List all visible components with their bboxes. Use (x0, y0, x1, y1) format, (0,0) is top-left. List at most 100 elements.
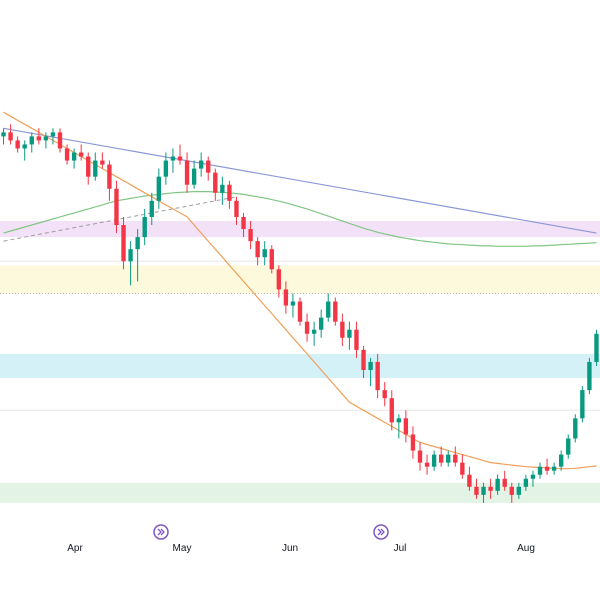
candle[interactable] (184, 152, 190, 193)
candle[interactable] (227, 180, 232, 209)
candle[interactable] (333, 297, 338, 326)
candle-body (347, 329, 352, 338)
candle[interactable] (269, 245, 274, 274)
candle[interactable] (177, 144, 183, 165)
candle[interactable] (255, 237, 260, 266)
candle[interactable] (382, 382, 387, 407)
candle[interactable] (135, 229, 140, 282)
candle[interactable] (594, 329, 599, 366)
candle[interactable] (15, 136, 20, 153)
candle[interactable] (121, 216, 126, 270)
candle[interactable] (149, 192, 154, 225)
candle[interactable] (318, 309, 324, 338)
candle[interactable] (410, 426, 416, 459)
candle-body (64, 148, 70, 161)
candle[interactable] (248, 220, 253, 250)
candle[interactable] (114, 180, 119, 234)
candle[interactable] (566, 434, 571, 459)
event-marker-icon[interactable] (153, 524, 169, 540)
candle[interactable] (64, 144, 70, 165)
candle[interactable] (311, 321, 317, 346)
candle[interactable] (198, 152, 204, 177)
candle-body (177, 156, 183, 161)
candle[interactable] (460, 454, 465, 479)
candle[interactable] (220, 176, 225, 205)
candle[interactable] (396, 414, 402, 439)
candle[interactable] (354, 321, 359, 358)
candle[interactable] (495, 474, 500, 495)
candle[interactable] (551, 462, 557, 475)
candle[interactable] (93, 152, 98, 181)
candle[interactable] (57, 128, 63, 153)
candle[interactable] (234, 196, 239, 225)
candle[interactable] (523, 474, 529, 491)
candle[interactable] (241, 212, 246, 238)
candle[interactable] (347, 321, 352, 350)
candle[interactable] (170, 148, 176, 173)
candle[interactable] (36, 128, 42, 145)
candle[interactable] (537, 462, 543, 479)
candle[interactable] (100, 152, 105, 169)
candle[interactable] (128, 241, 133, 286)
candle-body (481, 486, 486, 495)
candle[interactable] (1, 128, 6, 145)
candle[interactable] (481, 482, 486, 503)
candle[interactable] (297, 297, 303, 326)
candle[interactable] (509, 482, 514, 503)
candle[interactable] (142, 208, 147, 246)
candle[interactable] (417, 442, 423, 471)
candle[interactable] (50, 128, 56, 145)
candle[interactable] (544, 458, 550, 475)
candle[interactable] (438, 446, 444, 467)
candle[interactable] (283, 281, 289, 314)
candle[interactable] (8, 124, 13, 145)
candle-body (417, 450, 423, 463)
candle[interactable] (43, 132, 49, 149)
candle-body (297, 301, 303, 322)
candle[interactable] (580, 386, 585, 423)
candle[interactable] (467, 466, 472, 491)
candle[interactable] (78, 144, 84, 161)
candle[interactable] (340, 313, 345, 346)
candle[interactable] (191, 160, 197, 189)
candle[interactable] (276, 265, 282, 298)
candle[interactable] (453, 446, 458, 467)
candle[interactable] (361, 345, 366, 379)
candle[interactable] (587, 357, 592, 395)
candle[interactable] (262, 241, 267, 266)
candle[interactable] (304, 313, 310, 342)
candle-body (227, 184, 232, 201)
candle[interactable] (368, 357, 373, 387)
candle[interactable] (502, 470, 507, 491)
candle[interactable] (326, 293, 331, 322)
candle-body (382, 390, 387, 399)
candle[interactable] (516, 482, 522, 499)
candle[interactable] (163, 152, 169, 185)
candle-body (149, 200, 154, 217)
candle[interactable] (156, 168, 162, 209)
candle[interactable] (573, 414, 578, 443)
candle[interactable] (206, 156, 211, 181)
candle-body (248, 229, 253, 242)
candle-body (269, 249, 274, 270)
candle[interactable] (375, 353, 380, 399)
candle[interactable] (558, 450, 564, 471)
candle[interactable] (530, 470, 536, 487)
candle[interactable] (86, 152, 91, 185)
candle[interactable] (22, 140, 27, 161)
candle[interactable] (446, 450, 451, 467)
candle[interactable] (71, 148, 77, 169)
event-marker-icon[interactable] (373, 524, 389, 540)
candle[interactable] (424, 454, 430, 475)
candle[interactable] (107, 160, 112, 201)
candle[interactable] (431, 450, 437, 471)
candle[interactable] (213, 168, 218, 201)
candle[interactable] (488, 478, 493, 499)
candle[interactable] (389, 390, 394, 431)
candle[interactable] (290, 293, 296, 318)
candle[interactable] (403, 410, 409, 443)
candle[interactable] (29, 132, 34, 153)
candle[interactable] (474, 478, 479, 499)
